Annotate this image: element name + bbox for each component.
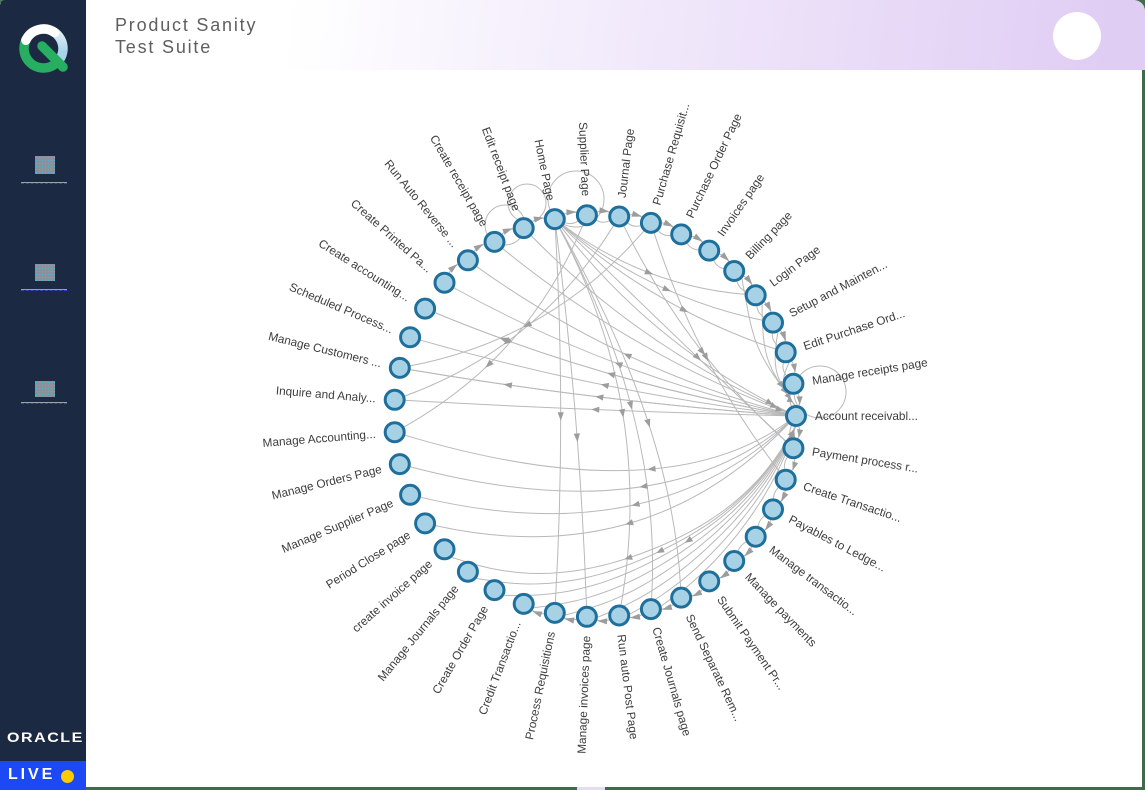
svg-text:Manage Customers ...: Manage Customers ... <box>267 329 383 370</box>
svg-text:Account receivabl...: Account receivabl... <box>815 409 918 423</box>
svg-text:Manage receipts page: Manage receipts page <box>811 355 929 388</box>
svg-text:Manage Accounting...: Manage Accounting... <box>262 427 376 450</box>
svg-text:Billing page: Billing page <box>742 208 795 262</box>
svg-text:Credit Transactio...: Credit Transactio... <box>475 619 523 717</box>
svg-text:Run auto Post Page: Run auto Post Page <box>614 634 641 741</box>
svg-text:Supplier Page: Supplier Page <box>576 122 593 197</box>
svg-text:Login Page: Login Page <box>767 242 823 289</box>
svg-text:Create Transactio...: Create Transactio... <box>801 479 903 525</box>
svg-text:Invoices page: Invoices page <box>714 171 767 239</box>
svg-text:Create Journals page: Create Journals page <box>649 625 694 738</box>
svg-text:Edit Purchase Ord...: Edit Purchase Ord... <box>802 306 907 353</box>
svg-text:Process Requisitions: Process Requisitions <box>522 630 558 741</box>
svg-text:Scheduled Process...: Scheduled Process... <box>287 280 395 337</box>
svg-text:Manage Orders Page: Manage Orders Page <box>270 462 383 503</box>
svg-text:Manage invoices page: Manage invoices page <box>574 635 593 754</box>
svg-text:Purchase Requisit...: Purchase Requisit... <box>650 101 693 206</box>
svg-text:Journal Page: Journal Page <box>615 127 637 198</box>
svg-text:Inquire and Analy...: Inquire and Analy... <box>275 383 376 405</box>
svg-text:Payment process r...: Payment process r... <box>811 445 919 476</box>
svg-text:Home Page: Home Page <box>532 138 558 202</box>
svg-text:Edit receipt page: Edit receipt page <box>479 125 524 213</box>
